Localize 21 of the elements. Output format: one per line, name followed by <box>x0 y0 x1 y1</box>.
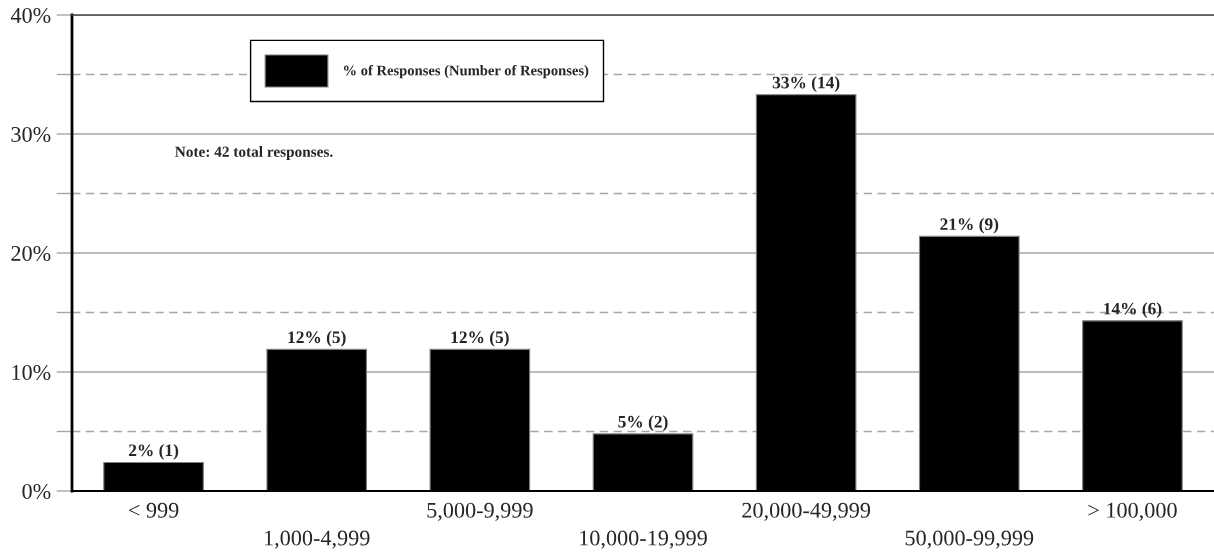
y-tick-label: 0% <box>22 483 51 499</box>
legend-label: % of Responses (Number of Responses) <box>343 64 589 79</box>
x-tick-label: 20,000-49,999 <box>742 502 871 521</box>
data-label: 5% (2) <box>618 415 668 432</box>
data-label: 12% (5) <box>288 330 346 347</box>
x-tick-label: 10,000-19,999 <box>580 530 707 549</box>
data-label: 14% (6) <box>1104 302 1162 319</box>
x-tick-label: > 100,000 <box>1088 502 1177 521</box>
x-tick-label: 50,000-99,999 <box>905 530 1034 549</box>
data-label: 33% (14) <box>772 76 840 92</box>
x-tick-label: 5,000-9,999 <box>427 502 533 521</box>
y-tick-label: 10% <box>12 364 51 380</box>
y-tick-label: 30% <box>11 126 51 142</box>
annotation: Note: 42 total responses. <box>175 146 333 160</box>
data-label: 2% (1) <box>128 443 179 460</box>
data-label: 21% (9) <box>940 217 999 234</box>
y-tick-label: 40% <box>10 7 51 23</box>
x-tick-label: < 999 <box>128 502 179 518</box>
data-label: 12% (5) <box>451 330 509 347</box>
y-tick-label: 20% <box>11 245 51 261</box>
x-tick-label: 1,000-4,999 <box>264 530 370 549</box>
